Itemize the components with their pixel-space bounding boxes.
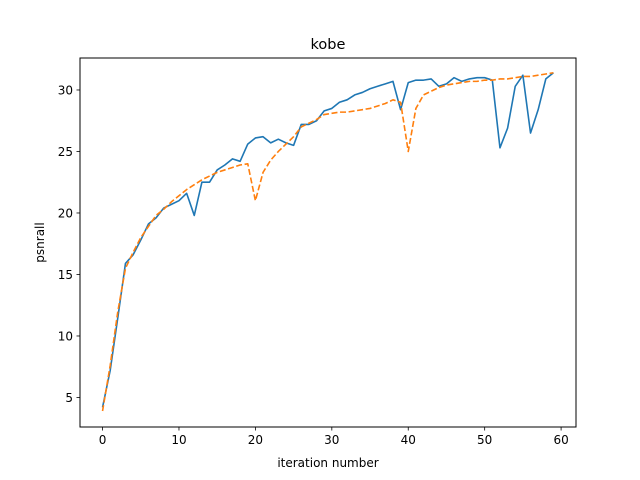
y-axis-label: psnrall	[33, 222, 47, 262]
y-axis-ticks: 5 10 15 20 25 30	[58, 83, 80, 405]
y-tick-label: 25	[58, 145, 73, 159]
x-tick-label: 0	[99, 433, 107, 447]
series-line-2	[101, 71, 554, 412]
x-tick-label: 40	[401, 433, 416, 447]
y-tick-label: 10	[58, 329, 73, 343]
x-tick-label: 10	[171, 433, 186, 447]
y-tick-label: 15	[58, 268, 73, 282]
series-layer	[101, 71, 554, 412]
x-axis-ticks: 0 10 20 30 40 50 60	[99, 427, 569, 447]
plot-frame	[79, 57, 577, 428]
series-line-1	[101, 72, 554, 408]
x-tick-label: 30	[324, 433, 339, 447]
x-axis-label: iteration number	[277, 456, 378, 470]
y-tick-label: 5	[65, 391, 73, 405]
chart-title: kobe	[311, 37, 346, 53]
y-tick-label: 30	[58, 83, 73, 97]
y-tick-label: 20	[58, 206, 73, 220]
x-tick-label: 60	[553, 433, 568, 447]
x-tick-label: 50	[477, 433, 492, 447]
x-tick-label: 20	[248, 433, 263, 447]
